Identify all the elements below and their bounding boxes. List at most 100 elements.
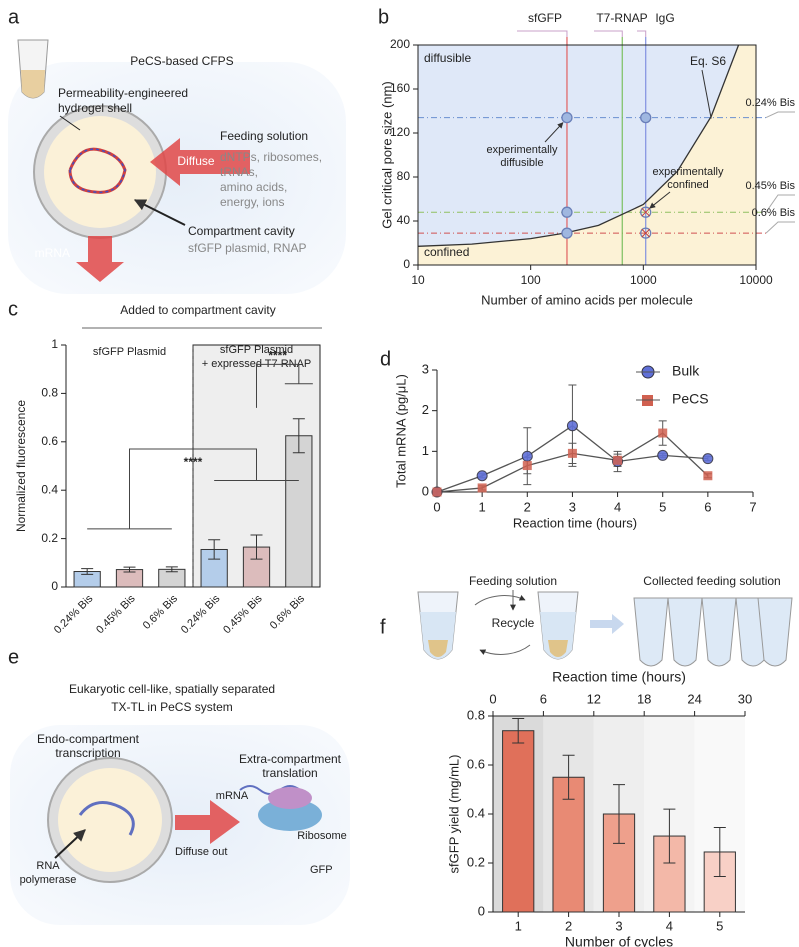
x-tick-label: 0.24% Bis <box>52 592 96 636</box>
plasmid-strand <box>69 148 126 194</box>
label: Extra-compartment <box>239 752 342 766</box>
y-tick-label: 0.2 <box>467 854 485 869</box>
connector <box>517 30 568 37</box>
label: Feeding solution <box>220 129 308 143</box>
label: mRNA <box>216 790 249 802</box>
x-axis-label: Number of amino acids per molecule <box>481 292 693 307</box>
marker <box>476 470 488 482</box>
point <box>561 227 573 239</box>
error-bar <box>123 566 136 573</box>
tube-liquid <box>540 612 576 659</box>
x-tick-label: 0.45% Bis <box>221 592 265 636</box>
marker <box>703 471 713 481</box>
x-tick-label: 3 <box>569 499 576 514</box>
x-tick-label: 1 <box>515 918 522 933</box>
cavity-pointer <box>133 199 186 226</box>
annotation: experimentally <box>653 166 724 178</box>
x-tick-label: 2 <box>565 918 572 933</box>
label: translation <box>262 766 317 780</box>
x-tick-label: 0.6% Bis <box>141 592 181 632</box>
label: sfGFP plasmid, RNAP <box>188 241 306 255</box>
panel-letter: a <box>8 6 20 28</box>
x2-tick-label: 6 <box>540 691 547 706</box>
x-tick-label: 0 <box>433 499 440 514</box>
error-bar <box>663 808 676 864</box>
marker <box>613 455 623 465</box>
cycle-arrow <box>474 595 526 606</box>
x2-tick-label: 18 <box>637 691 651 706</box>
point <box>561 206 573 218</box>
panel-letter: c <box>8 298 18 320</box>
x-tick-label: 0.24% Bis <box>179 592 223 636</box>
x-axis-label: Number of cycles <box>565 934 673 947</box>
error-bar <box>562 754 575 800</box>
error-bar <box>165 566 178 573</box>
header: Added to compartment cavity <box>120 303 275 317</box>
region-label: confined <box>424 245 469 259</box>
bar <box>502 730 535 913</box>
gel-label: 0.24% Bis <box>745 97 795 109</box>
y-tick-label: 2 <box>422 402 429 417</box>
y-tick-label: 0 <box>478 903 485 918</box>
label: Endo-compartment <box>37 732 140 746</box>
gel-label: 0.6% Bis <box>752 207 796 219</box>
error-bar <box>208 539 221 560</box>
cross <box>641 207 651 217</box>
label: dNTPs, ribosomes, <box>220 150 322 164</box>
error-bar <box>713 826 726 877</box>
bracket <box>87 448 299 530</box>
label: Feeding solution <box>469 574 557 588</box>
panel-a <box>8 39 346 294</box>
y-tick-label: 0.6 <box>41 434 58 448</box>
error-bar <box>250 534 263 560</box>
pointer <box>649 191 671 209</box>
marker <box>521 450 533 462</box>
point <box>561 111 573 124</box>
error-bar <box>512 717 525 744</box>
y-tick-label: 0.8 <box>467 707 485 722</box>
label: Recycle <box>492 616 535 630</box>
mrna-arrow <box>76 236 124 282</box>
x-tick-label: 0.45% Bis <box>94 592 138 636</box>
group-label: sfGFP Plasmid <box>93 346 166 358</box>
point <box>640 111 652 124</box>
marker <box>522 461 532 471</box>
panel-letter: e <box>8 646 19 668</box>
label: RNA <box>36 860 60 872</box>
x-tick-label: 4 <box>666 918 673 933</box>
error-bar <box>81 568 94 575</box>
label: Permeability-engineered <box>58 86 188 100</box>
y-axis-label: Gel critical pore size (nm) <box>379 81 394 228</box>
connector <box>765 111 795 119</box>
label: Ribosome <box>297 830 347 842</box>
x-tick-label: 6 <box>704 499 711 514</box>
x-tick-label: 1 <box>479 499 486 514</box>
panel-letter: f <box>380 616 386 638</box>
ribosome-icon <box>258 799 322 831</box>
gel-label: 0.45% Bis <box>745 180 795 192</box>
y-tick-label: 0.8 <box>41 386 58 400</box>
shell-pointer <box>59 115 81 131</box>
tube-liquid <box>420 612 456 659</box>
transfer-arrow <box>590 614 624 634</box>
x-axis-label: Reaction time (hours) <box>513 515 637 530</box>
protein-label: sfGFP <box>528 11 562 25</box>
curve-label: Eq. S6 <box>690 54 726 68</box>
tube-pellet <box>548 640 568 657</box>
label: polymerase <box>20 874 77 886</box>
point <box>640 206 652 218</box>
connector <box>765 221 795 234</box>
panel-title: Eukaryotic cell-like, spatially separate… <box>69 682 275 696</box>
x-tick-label: 3 <box>615 918 622 933</box>
y-tick-label: 0.2 <box>41 531 58 545</box>
diffusible-region <box>418 45 739 247</box>
y-tick-label: 3 <box>422 361 429 376</box>
y-tick-label: 40 <box>397 213 411 227</box>
y-tick-label: 1 <box>422 443 429 458</box>
ribosome-top <box>268 787 312 809</box>
y-tick-label: 0.4 <box>41 482 58 496</box>
marker <box>566 420 578 432</box>
annotation: diffusible <box>500 157 543 169</box>
point <box>640 227 652 239</box>
cross <box>641 228 651 238</box>
